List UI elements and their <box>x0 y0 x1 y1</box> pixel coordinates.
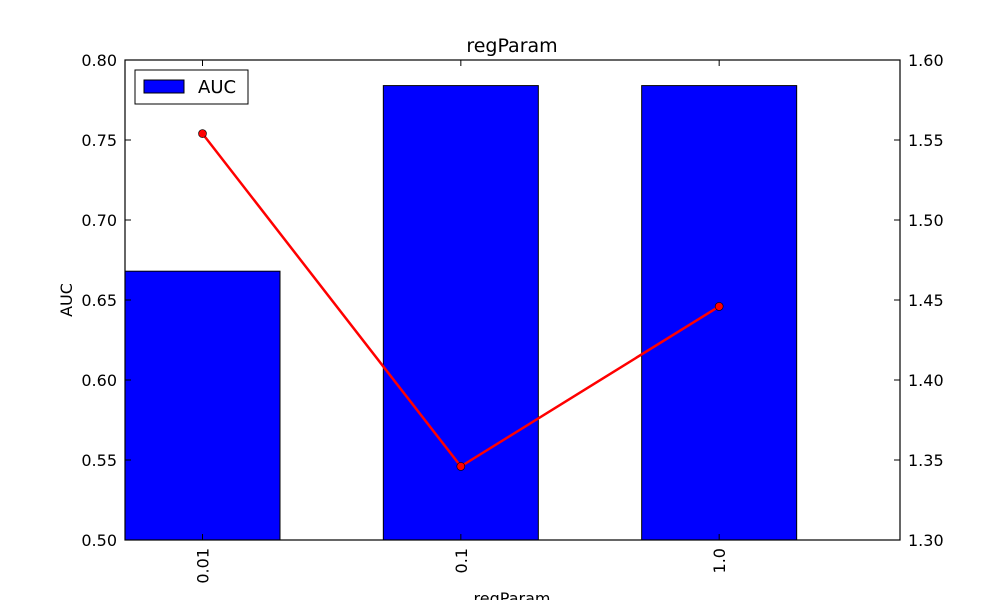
right-tick-label: 1.50 <box>908 211 944 230</box>
right-y-axis: 1.30 1.35 1.40 1.45 1.50 1.55 1.60 <box>908 51 944 550</box>
y-axis-label: AUC <box>57 283 76 317</box>
line-point-0.01 <box>198 129 207 138</box>
bar-0.1 <box>382 85 539 541</box>
bar-1.0 <box>641 85 798 541</box>
right-tick-label: 1.60 <box>908 51 944 70</box>
right-tick-label: 1.40 <box>908 371 944 390</box>
bars-group <box>124 85 798 541</box>
legend-swatch <box>143 79 185 94</box>
line-point-0.1 <box>456 462 466 471</box>
line-point-1.0 <box>714 302 724 311</box>
right-tick-label: 1.30 <box>908 531 944 550</box>
right-tick-label: 1.55 <box>908 131 944 150</box>
left-tick-label: 0.70 <box>81 211 117 230</box>
left-tick-label: 0.55 <box>81 451 117 470</box>
left-tick-label: 0.75 <box>81 131 117 150</box>
legend: AUC <box>134 69 249 105</box>
x-axis-label: regParam <box>474 589 551 600</box>
x-axis: 0.01 0.1 1.0 <box>194 60 729 584</box>
x-tick-label: 1.0 <box>710 548 729 573</box>
line-series-group <box>198 129 724 471</box>
left-tick-label: 0.65 <box>81 291 117 310</box>
legend-label: AUC <box>198 77 236 98</box>
left-tick-label: 0.60 <box>81 371 117 390</box>
x-tick-label: 0.01 <box>194 548 213 584</box>
right-tick-label: 1.45 <box>908 291 944 310</box>
chart-title: regParam <box>466 35 557 57</box>
left-tick-label: 0.50 <box>81 531 117 550</box>
right-tick-label: 1.35 <box>908 451 944 470</box>
x-tick-label: 0.1 <box>452 548 471 573</box>
left-tick-label: 0.80 <box>81 51 117 70</box>
plot-area <box>124 59 901 541</box>
bar-0.01 <box>124 270 281 541</box>
left-y-axis: 0.50 0.55 0.60 0.65 0.70 0.75 0.80 <box>81 51 900 550</box>
